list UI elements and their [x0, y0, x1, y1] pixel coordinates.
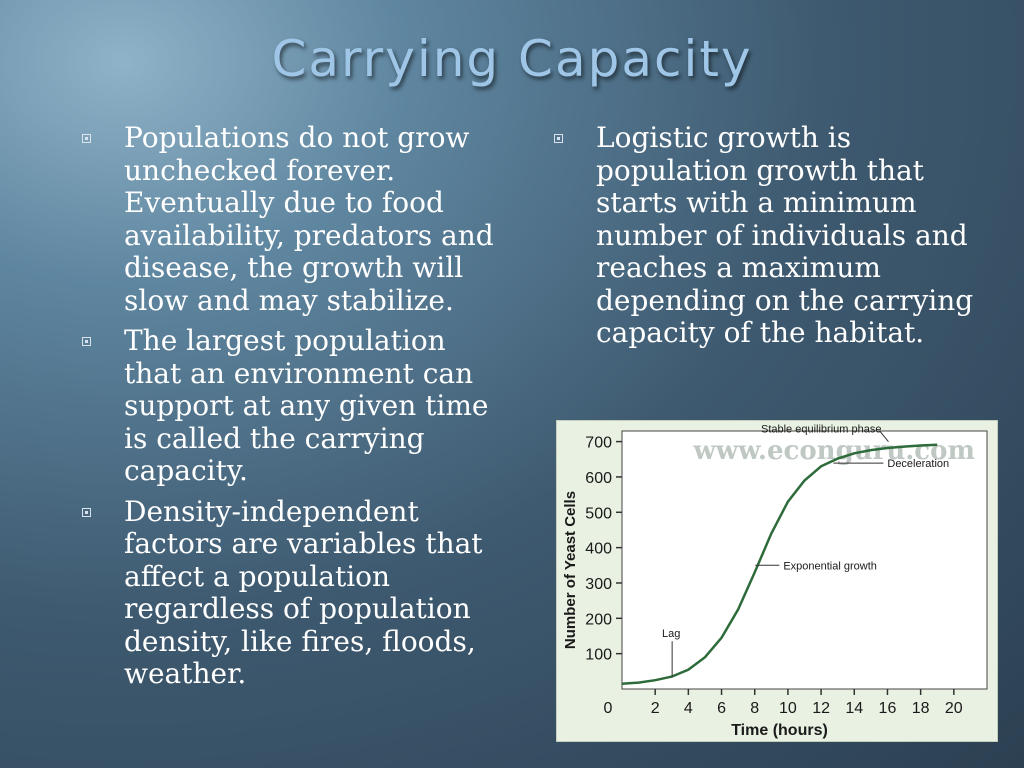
x-tick-label: 14	[845, 700, 863, 717]
x-tick-label: 12	[812, 700, 830, 717]
left-column: Populations do not grow unchecked foreve…	[78, 121, 508, 699]
y-tick-label: 700	[585, 435, 612, 452]
right-bullet-list: Logistic growth is population growth tha…	[550, 121, 980, 350]
y-axis-label: Number of Yeast Cells	[562, 491, 579, 649]
x-tick-label: 20	[945, 700, 963, 717]
bullet-text: Logistic growth is population growth tha…	[596, 121, 974, 349]
annotation-exponential-growth: Exponential growth	[783, 560, 877, 572]
x-tick-label: 16	[879, 700, 897, 717]
bullet-item: Logistic growth is population growth tha…	[550, 121, 980, 350]
annotation-stable-equilibrium: Stable equilibrium phase	[761, 424, 881, 436]
square-bullet-icon	[554, 134, 563, 143]
growth-curve-line	[621, 443, 938, 685]
bullet-text: Populations do not grow unchecked foreve…	[124, 121, 494, 317]
square-bullet-icon	[82, 134, 91, 143]
square-bullet-icon	[82, 507, 91, 517]
annotation-lag: Lag	[662, 628, 680, 640]
y-tick-label: 500	[585, 505, 612, 522]
plot-frame	[621, 430, 988, 690]
growth-chart: www.econguru.com 100 200 300 400 500 600 700 2 4 6…	[556, 420, 998, 742]
y-tick-label: 400	[585, 541, 612, 558]
origin-label: 0	[604, 700, 613, 717]
bullet-item: The largest population that an environme…	[78, 324, 508, 488]
slide-title: Carrying Capacity	[271, 30, 753, 88]
bullet-item: Populations do not grow unchecked foreve…	[78, 121, 508, 317]
y-tick-label: 100	[585, 647, 612, 664]
x-tick-label: 2	[651, 700, 660, 717]
right-column: Logistic growth is population growth tha…	[550, 121, 980, 358]
left-bullet-list: Populations do not grow unchecked foreve…	[78, 121, 508, 691]
x-tick-label: 6	[717, 700, 726, 717]
y-tick-label: 300	[585, 576, 612, 593]
annotation-deceleration: Deceleration	[887, 458, 949, 470]
y-tick-label: 200	[585, 611, 612, 628]
y-tick-label: 600	[585, 470, 612, 487]
bullet-item: Density-independent factors are variable…	[78, 494, 508, 691]
x-tick-label: 18	[912, 700, 930, 717]
square-bullet-icon	[82, 337, 91, 346]
x-axis-label: Time (hours)	[731, 722, 828, 739]
annotation-pointer	[879, 430, 889, 442]
x-tick-label: 8	[750, 700, 759, 717]
bullet-text: Density-independent factors are variable…	[124, 494, 483, 690]
x-tick-label: 4	[684, 700, 693, 717]
x-tick-label: 10	[779, 700, 797, 717]
bullet-text: The largest population that an environme…	[124, 324, 489, 487]
